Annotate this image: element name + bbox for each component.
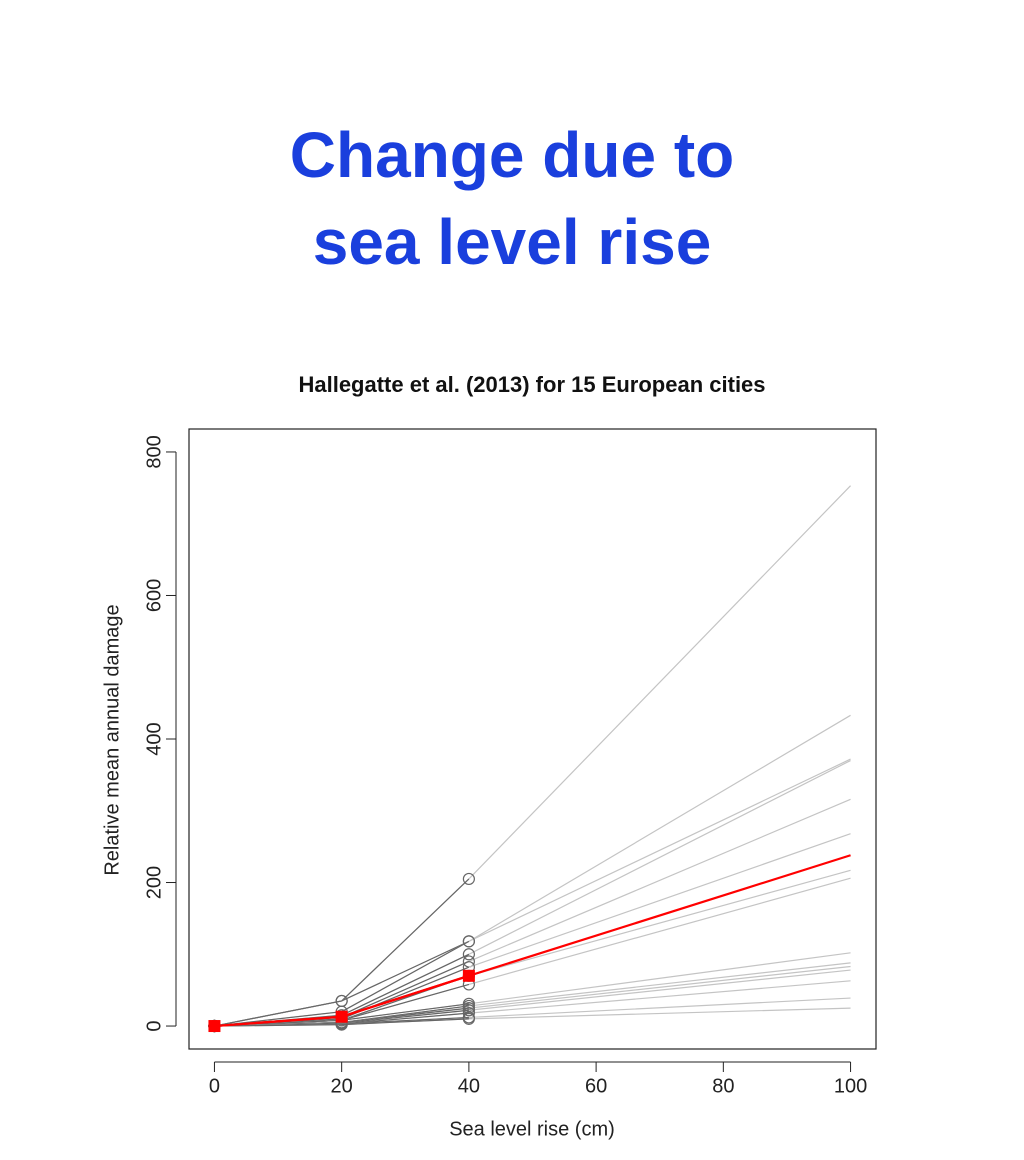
series-line bbox=[214, 1018, 469, 1027]
chart-title: Hallegatte et al. (2013) for 15 European… bbox=[298, 372, 765, 397]
y-tick-label: 200 bbox=[143, 866, 165, 899]
y-axis-label: Relative mean annual damage bbox=[101, 604, 123, 875]
point-marker bbox=[208, 1020, 221, 1033]
y-tick-label: 600 bbox=[143, 579, 165, 612]
point-marker bbox=[462, 1004, 475, 1017]
point-marker bbox=[335, 1010, 348, 1023]
x-tick-label: 60 bbox=[585, 1075, 607, 1097]
slide-title: sea level rise bbox=[313, 206, 712, 278]
point-marker bbox=[462, 935, 475, 948]
series-line bbox=[214, 940, 470, 1027]
x-tick-label: 40 bbox=[458, 1075, 480, 1097]
point-marker bbox=[462, 1012, 475, 1025]
point-marker bbox=[462, 969, 475, 982]
slide-title: Change due to bbox=[290, 119, 734, 191]
y-tick-label: 800 bbox=[143, 435, 165, 468]
x-tick-label: 0 bbox=[209, 1075, 220, 1097]
x-tick-label: 100 bbox=[834, 1075, 867, 1097]
series-line bbox=[214, 758, 851, 1027]
x-axis-label: Sea level rise (cm) bbox=[449, 1118, 615, 1140]
series-line bbox=[214, 759, 851, 1027]
series-line bbox=[214, 878, 470, 1027]
plot-frame bbox=[188, 428, 877, 1050]
point-marker bbox=[462, 872, 475, 886]
series-line bbox=[214, 833, 851, 1027]
point-marker bbox=[462, 948, 475, 961]
x-tick-label: 20 bbox=[331, 1075, 353, 1097]
series-line bbox=[214, 714, 851, 1027]
series-line bbox=[214, 798, 851, 1027]
y-tick-label: 0 bbox=[143, 1020, 165, 1031]
y-tick-label: 400 bbox=[143, 722, 165, 755]
series-line bbox=[214, 854, 851, 1028]
x-tick-label: 80 bbox=[712, 1075, 734, 1097]
